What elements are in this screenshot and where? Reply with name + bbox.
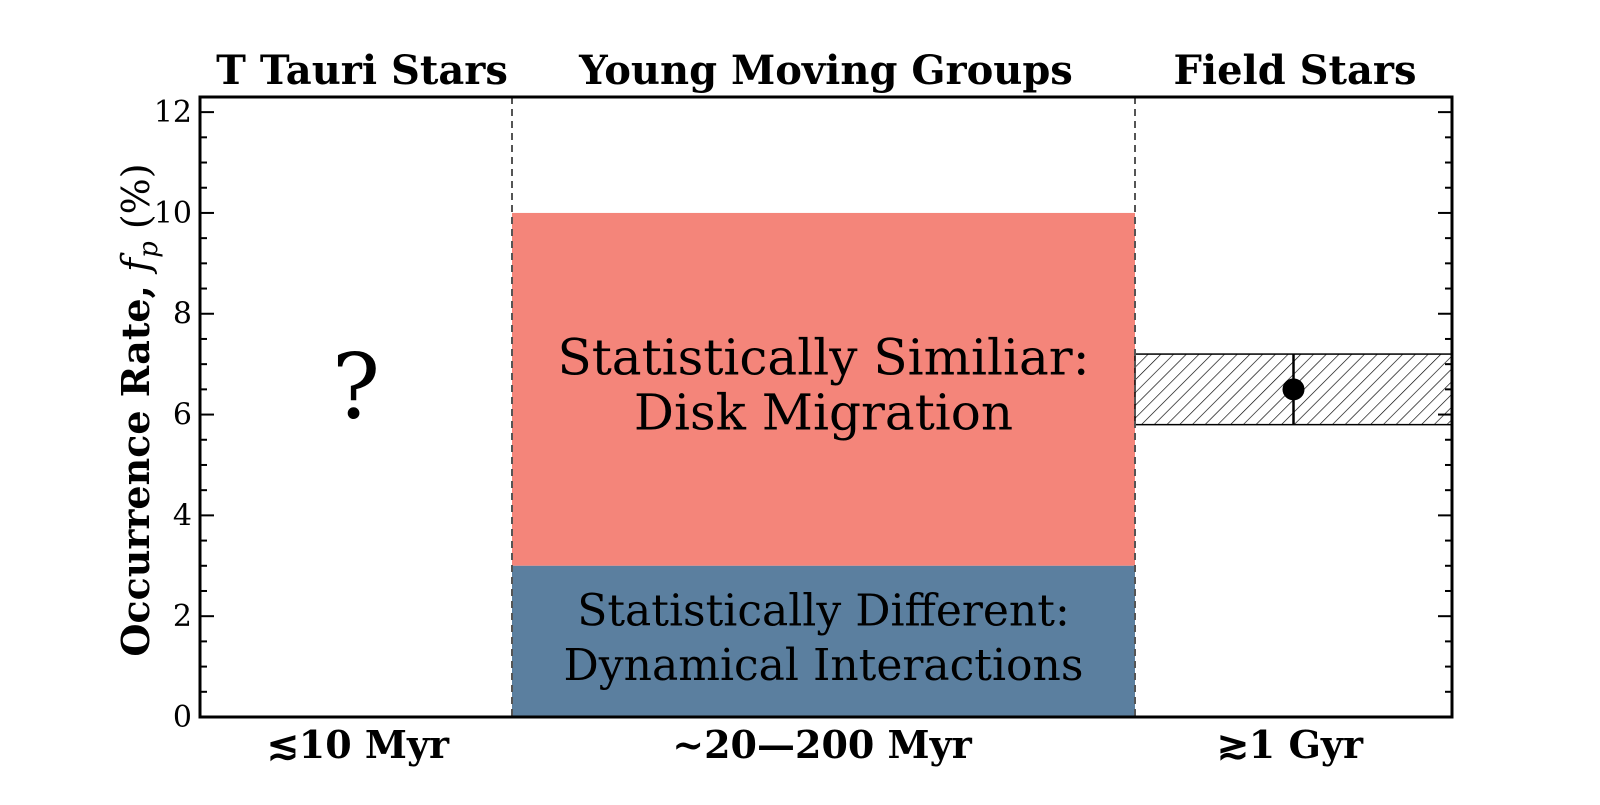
age-label-ymg: ~20—200 Myr	[672, 722, 972, 767]
age-label-field: ≳1 Gyr	[1217, 722, 1364, 767]
region-title-ymg: Young Moving Groups	[578, 47, 1073, 94]
plot-frame	[198, 95, 1454, 719]
y-tick-label: 12	[154, 95, 192, 130]
bar-dynamical-interactions	[512, 565, 1135, 717]
bar-label-line1: Statistically Similiar:	[557, 328, 1089, 386]
bar-label-line1: Statistically Different:	[577, 585, 1070, 636]
y-axis-label-unit: (%)	[114, 163, 158, 241]
y-tick-label: 4	[173, 498, 192, 533]
bar-disk-migration	[512, 212, 1135, 566]
bar-label-line2: Disk Migration	[634, 383, 1013, 441]
unknown-marker: ?	[332, 335, 380, 440]
y-axis-label-subscript: p	[134, 241, 164, 258]
y-tick-label: 6	[173, 398, 192, 433]
region-title-field: Field Stars	[1173, 47, 1416, 94]
y-tick-label: 0	[173, 700, 192, 735]
y-axis-label-main: Occurrence Rate,	[113, 272, 158, 657]
y-tick-label: 8	[173, 297, 192, 332]
age-label-ttauri: ≲10 Myr	[267, 722, 450, 767]
y-axis-label: Occurrence Rate, fp (%)	[113, 163, 164, 656]
field-data-point	[1282, 378, 1305, 401]
y-tick-label: 10	[154, 196, 192, 231]
region-title-ttauri: T Tauri Stars	[216, 47, 508, 94]
bar-label-line2: Dynamical Interactions	[564, 640, 1084, 691]
y-tick-label: 2	[173, 599, 192, 634]
